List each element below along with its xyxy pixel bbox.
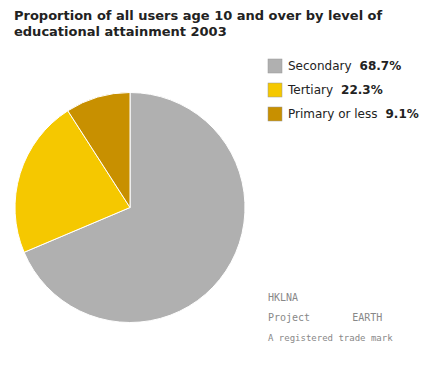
legend-label: Tertiary 22.3% xyxy=(287,83,383,97)
legend-label: Primary or less 9.1% xyxy=(288,107,419,121)
legend-swatch xyxy=(268,107,282,121)
legend-category: Primary or less xyxy=(288,107,378,121)
legend-category: Tertiary xyxy=(287,83,333,97)
title-line: educational attainment 2003 xyxy=(14,24,227,39)
legend: Secondary 68.7% Tertiary 22.3% Primary or le… xyxy=(268,59,419,121)
legend-value: 22.3% xyxy=(341,83,383,97)
legend-value: 68.7% xyxy=(360,59,402,73)
legend-label: Secondary 68.7% xyxy=(288,59,401,73)
pie-slice xyxy=(68,93,130,208)
legend-swatch xyxy=(268,83,282,97)
legend-value: 9.1% xyxy=(386,107,419,121)
annotation: A registered trade mark xyxy=(268,333,393,343)
legend-category: Secondary xyxy=(288,59,352,73)
legend-swatch xyxy=(268,59,282,73)
annotation: HKLNA xyxy=(268,292,298,303)
annotation: Project EARTH xyxy=(268,312,382,323)
chart: Proportion of all users age 10 and over … xyxy=(0,0,447,371)
title: Proportion of all users age 10 and over … xyxy=(14,8,383,39)
title-line: Proportion of all users age 10 and over … xyxy=(14,8,383,23)
pie xyxy=(15,93,245,323)
